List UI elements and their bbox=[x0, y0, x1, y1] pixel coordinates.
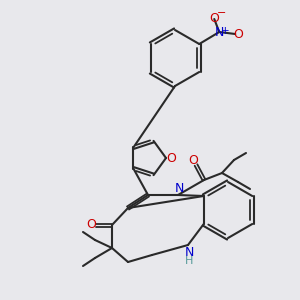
Text: O: O bbox=[233, 28, 243, 40]
Text: N: N bbox=[214, 26, 224, 38]
Text: H: H bbox=[185, 256, 193, 266]
Text: O: O bbox=[188, 154, 198, 166]
Text: O: O bbox=[166, 152, 176, 164]
Text: −: − bbox=[217, 8, 226, 18]
Text: +: + bbox=[221, 26, 230, 36]
Text: N: N bbox=[174, 182, 184, 196]
Text: N: N bbox=[184, 247, 194, 260]
Text: O: O bbox=[86, 218, 96, 232]
Text: O: O bbox=[209, 11, 219, 25]
